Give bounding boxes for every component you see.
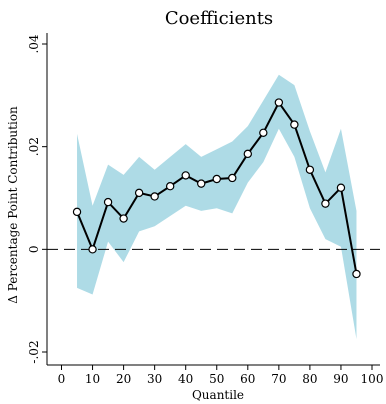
- x-tick-label: 100: [361, 372, 384, 386]
- y-tick-label: 0: [27, 246, 41, 254]
- x-tick-label: 30: [147, 372, 162, 386]
- y-tick-label: -.02: [27, 340, 41, 363]
- data-point: [181, 171, 190, 180]
- data-point: [165, 181, 175, 191]
- y-tick-label: .04: [27, 34, 41, 53]
- x-tick-label: 0: [58, 372, 66, 386]
- x-tick-label: 20: [116, 372, 131, 386]
- data-point: [88, 245, 97, 254]
- x-axis-label: Quantile: [192, 388, 244, 402]
- data-point: [274, 98, 284, 107]
- data-point: [212, 174, 221, 184]
- chart-title: Coefficients: [165, 8, 273, 29]
- y-axis-label: Δ Percentage Point Contribution: [6, 106, 20, 304]
- data-point: [321, 199, 330, 208]
- y-tick-label: .02: [27, 137, 41, 156]
- x-tick-label: 70: [271, 372, 286, 386]
- confidence-band: [77, 74, 357, 340]
- data-point: [336, 183, 346, 192]
- x-tick-label: 60: [240, 372, 255, 386]
- data-point: [197, 179, 206, 188]
- data-point: [290, 120, 299, 129]
- x-tick-label: 10: [85, 372, 100, 386]
- data-point: [150, 192, 159, 201]
- data-point: [243, 149, 252, 159]
- data-point: [259, 128, 268, 138]
- axes: 0 10 20 30 40 50 60 70 80 90 100 -.02 0 .02 .04: [27, 33, 383, 386]
- x-tick-label: 50: [209, 372, 224, 386]
- x-tick-label: 90: [333, 372, 348, 386]
- data-point: [119, 214, 128, 223]
- data-point-layer: [72, 98, 361, 279]
- data-point: [352, 269, 361, 279]
- data-point: [228, 173, 237, 183]
- data-point: [134, 188, 144, 198]
- data-point: [305, 165, 315, 174]
- x-tick-label: 80: [302, 372, 317, 386]
- x-tick-label: 40: [178, 372, 193, 386]
- data-point: [103, 197, 113, 207]
- data-point: [72, 207, 82, 217]
- confidence-band-layer: [77, 74, 357, 340]
